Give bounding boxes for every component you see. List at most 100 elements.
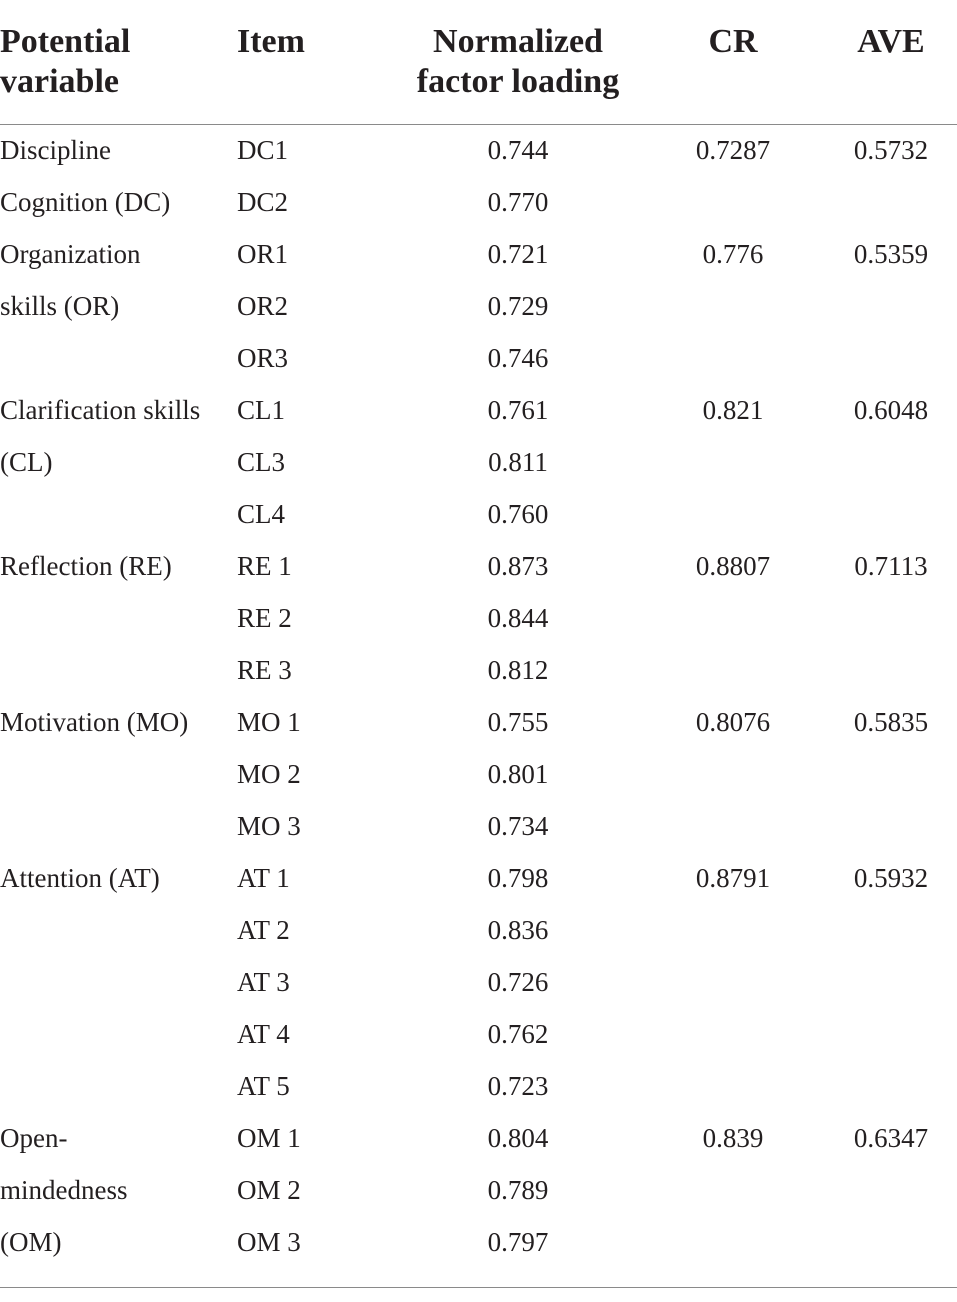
table-row: AT 4 0.762 bbox=[0, 1008, 957, 1060]
cell-factor-loading: 0.798 bbox=[487, 863, 549, 893]
header-cr: CR bbox=[708, 23, 758, 60]
cell-factor-loading: 0.761 bbox=[487, 395, 549, 425]
table-row: MO 3 0.734 bbox=[0, 800, 957, 852]
cell-potential-variable: skills (OR) bbox=[0, 291, 120, 321]
cell-potential-variable: Motivation (MO) bbox=[0, 707, 189, 737]
cell-item: DC2 bbox=[237, 187, 289, 217]
table-row: AT 2 0.836 bbox=[0, 904, 957, 956]
cell-potential-variable bbox=[0, 956, 225, 1008]
table-row: Clarification skills CL1 0.761 0.821 0.6048 bbox=[0, 384, 957, 436]
cell-item: AT 2 bbox=[237, 915, 290, 945]
cell-item: DC1 bbox=[237, 135, 289, 165]
table-row: AT 5 0.723 bbox=[0, 1060, 957, 1112]
cell-item: OM 1 bbox=[237, 1123, 301, 1153]
cell-item: AT 5 bbox=[237, 1071, 290, 1101]
cell-factor-loading: 0.726 bbox=[487, 967, 549, 997]
cell-potential-variable bbox=[0, 488, 225, 540]
cell-ave bbox=[831, 280, 951, 332]
cell-factor-loading: 0.873 bbox=[487, 551, 549, 581]
cell-ave: 0.5932 bbox=[853, 863, 929, 893]
table-row: Organization OR1 0.721 0.776 0.5359 bbox=[0, 228, 957, 280]
cell-cr: 0.8807 bbox=[695, 551, 771, 581]
table-row: skills (OR) OR2 0.729 bbox=[0, 280, 957, 332]
cell-cr bbox=[673, 956, 793, 1008]
cell-ave: 0.5835 bbox=[853, 707, 929, 737]
table-row: RE 2 0.844 bbox=[0, 592, 957, 644]
cell-cr bbox=[673, 748, 793, 800]
cell-ave bbox=[831, 644, 951, 696]
table-row: (CL) CL3 0.811 bbox=[0, 436, 957, 488]
cell-ave bbox=[831, 176, 951, 228]
cell-potential-variable: Reflection (RE) bbox=[0, 551, 172, 581]
cell-potential-variable: Clarification skills bbox=[0, 395, 201, 425]
cell-cr bbox=[673, 332, 793, 384]
cell-item: MO 1 bbox=[237, 707, 301, 737]
cell-factor-loading: 0.734 bbox=[487, 811, 549, 841]
cell-ave bbox=[831, 904, 951, 956]
cell-factor-loading: 0.755 bbox=[487, 707, 549, 737]
table-row: MO 2 0.801 bbox=[0, 748, 957, 800]
cell-factor-loading: 0.723 bbox=[487, 1071, 549, 1101]
cell-ave: 0.7113 bbox=[854, 551, 928, 581]
cell-item: OR1 bbox=[237, 239, 289, 269]
cell-ave bbox=[831, 748, 951, 800]
cell-factor-loading: 0.746 bbox=[487, 343, 549, 373]
header-ave: AVE bbox=[857, 23, 925, 60]
cell-item: OR2 bbox=[237, 291, 289, 321]
cell-ave bbox=[831, 1164, 951, 1216]
cell-potential-variable: Open- bbox=[0, 1123, 68, 1153]
table-row: mindedness OM 2 0.789 bbox=[0, 1164, 957, 1216]
cell-potential-variable: Organization bbox=[0, 239, 141, 269]
cell-potential-variable: Attention (AT) bbox=[0, 863, 160, 893]
cell-factor-loading: 0.812 bbox=[487, 655, 549, 685]
table-bottom-divider bbox=[0, 1287, 957, 1288]
cell-cr bbox=[673, 1216, 793, 1268]
table-row: CL4 0.760 bbox=[0, 488, 957, 540]
cell-item: AT 4 bbox=[237, 1019, 290, 1049]
table-row: AT 3 0.726 bbox=[0, 956, 957, 1008]
header-normalized-factor-loading: Normalized factor loading bbox=[416, 23, 620, 100]
table-header: Potential variable Item Normalized facto… bbox=[0, 0, 957, 124]
cell-factor-loading: 0.729 bbox=[487, 291, 549, 321]
cell-potential-variable: Cognition (DC) bbox=[0, 187, 171, 217]
cell-item: OM 3 bbox=[237, 1227, 301, 1257]
cell-item: AT 1 bbox=[237, 863, 290, 893]
cell-cr bbox=[673, 436, 793, 488]
cell-ave: 0.5359 bbox=[853, 239, 929, 269]
cell-item: CL1 bbox=[237, 395, 286, 425]
cell-item: OR3 bbox=[237, 343, 289, 373]
cell-cr: 0.8791 bbox=[695, 863, 771, 893]
cell-cr: 0.776 bbox=[702, 239, 764, 269]
cell-factor-loading: 0.762 bbox=[487, 1019, 549, 1049]
cell-potential-variable bbox=[0, 748, 225, 800]
cell-ave bbox=[831, 956, 951, 1008]
cell-ave bbox=[831, 1216, 951, 1268]
cell-ave: 0.5732 bbox=[853, 135, 929, 165]
cell-potential-variable: Discipline bbox=[0, 135, 111, 165]
cell-factor-loading: 0.789 bbox=[487, 1175, 549, 1205]
cell-cr: 0.839 bbox=[702, 1123, 764, 1153]
table-row: Cognition (DC) DC2 0.770 bbox=[0, 176, 957, 228]
cell-ave bbox=[831, 1008, 951, 1060]
cell-potential-variable: mindedness bbox=[0, 1175, 128, 1205]
cell-ave bbox=[831, 592, 951, 644]
table-row: (OM) OM 3 0.797 bbox=[0, 1216, 957, 1268]
cell-item: RE 1 bbox=[237, 551, 292, 581]
cell-factor-loading: 0.760 bbox=[487, 499, 549, 529]
cell-factor-loading: 0.744 bbox=[487, 135, 549, 165]
cell-item: RE 2 bbox=[237, 603, 292, 633]
cell-factor-loading: 0.811 bbox=[488, 447, 548, 477]
cell-item: RE 3 bbox=[237, 655, 292, 685]
header-divider bbox=[0, 124, 957, 125]
cell-cr bbox=[673, 1060, 793, 1112]
cell-potential-variable: (OM) bbox=[0, 1227, 62, 1257]
cell-factor-loading: 0.844 bbox=[487, 603, 549, 633]
cell-factor-loading: 0.770 bbox=[487, 187, 549, 217]
cell-cr bbox=[673, 280, 793, 332]
cell-potential-variable bbox=[0, 1008, 225, 1060]
cell-factor-loading: 0.721 bbox=[487, 239, 549, 269]
cell-potential-variable bbox=[0, 904, 225, 956]
cell-ave bbox=[831, 1060, 951, 1112]
cell-potential-variable bbox=[0, 644, 225, 696]
